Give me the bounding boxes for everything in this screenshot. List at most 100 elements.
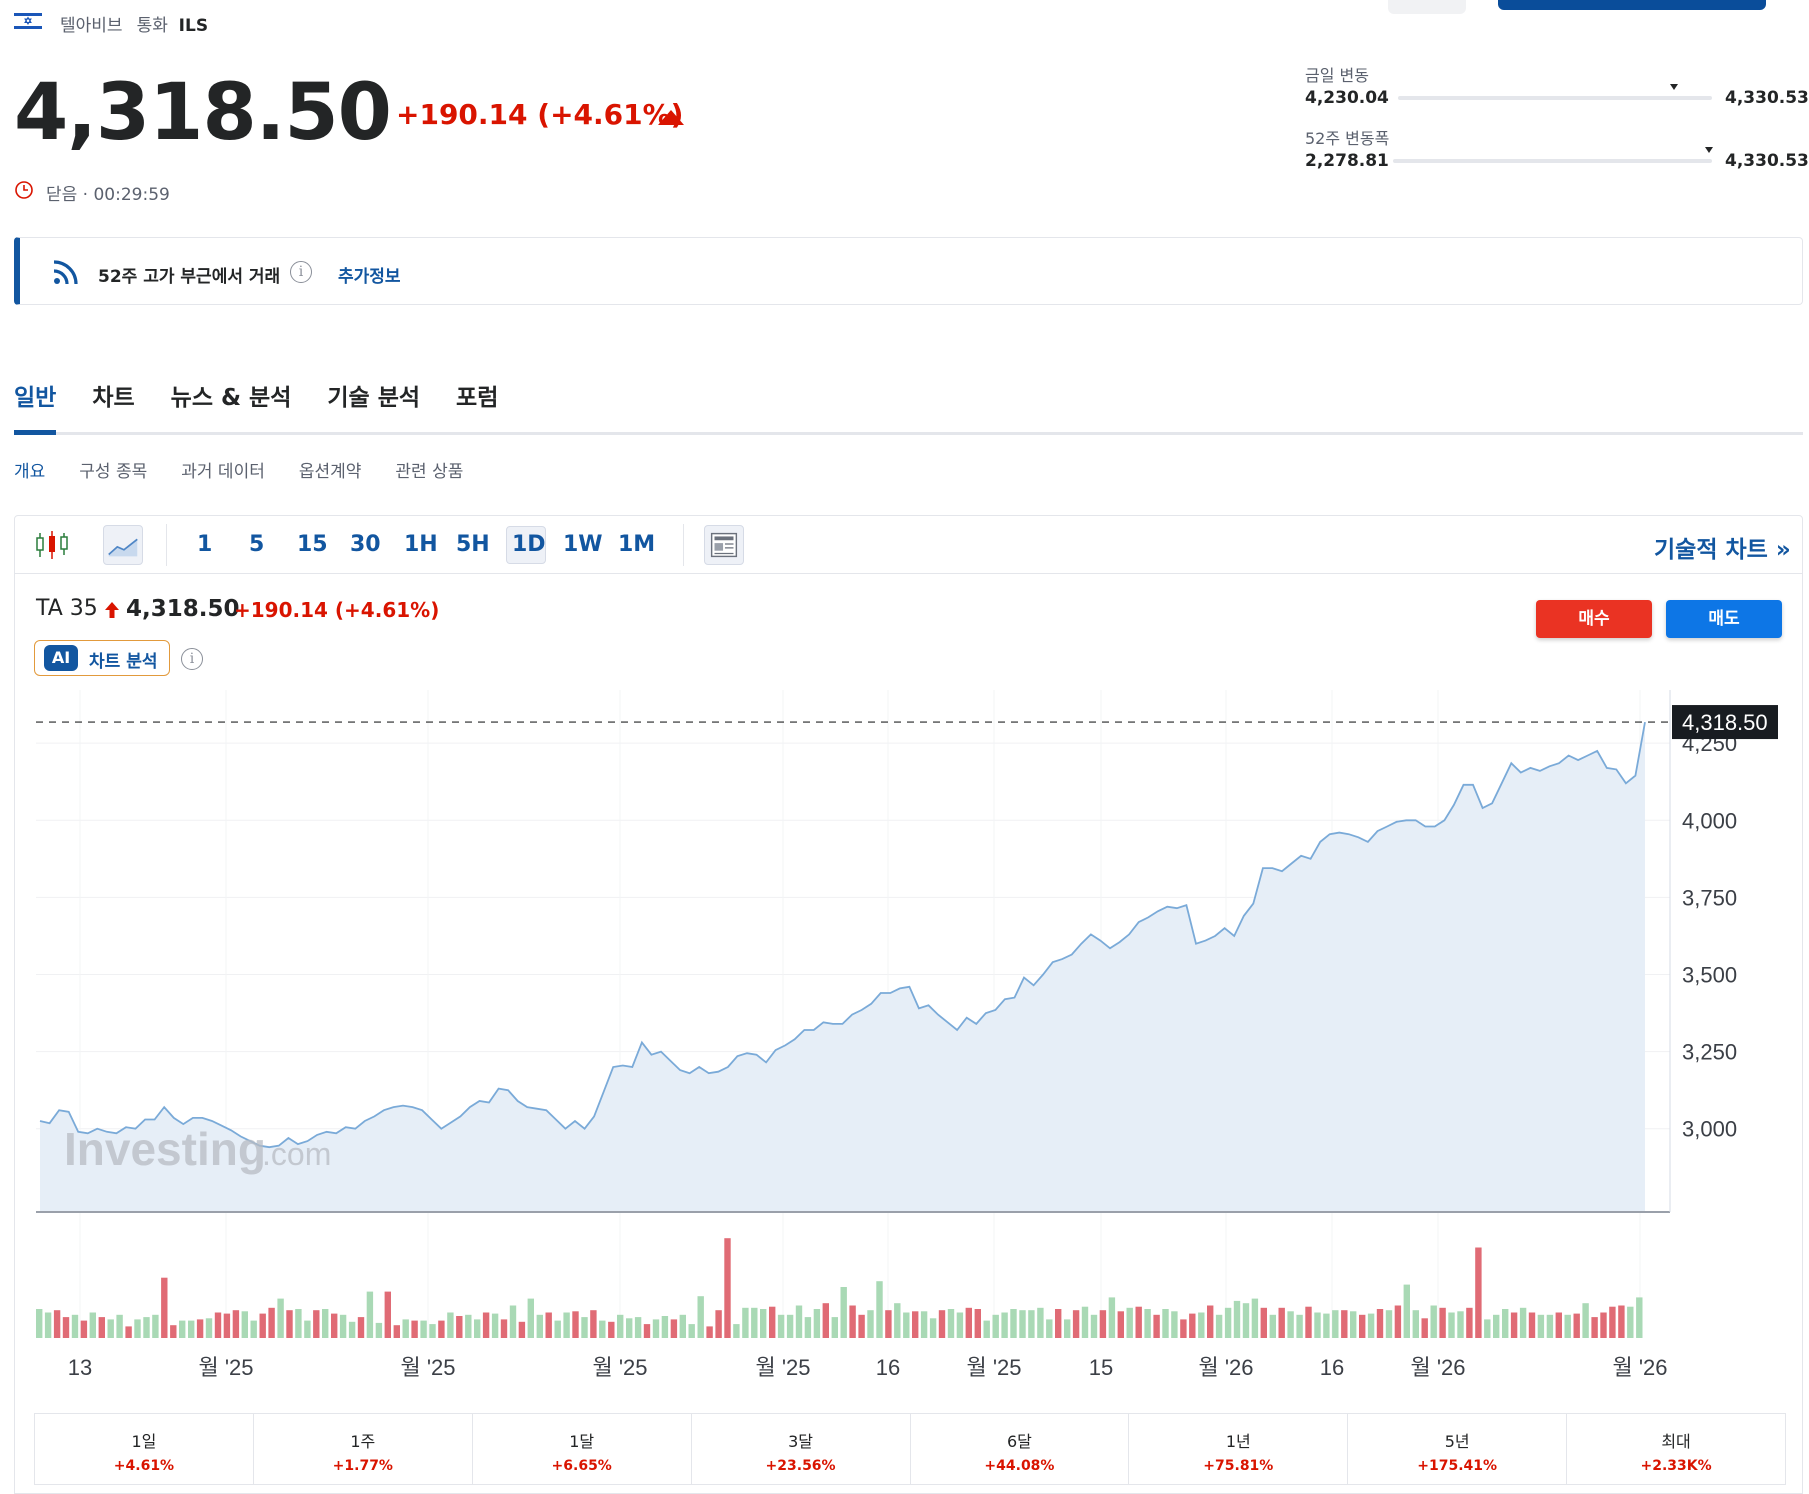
subtab-historical[interactable]: 과거 데이터 (181, 462, 265, 482)
timeframe-30[interactable]: 30 (350, 532, 381, 557)
candlestick-icon[interactable] (32, 525, 72, 565)
exchange-meta: 텔아비브 통화 ILS (60, 11, 208, 36)
volume-bar (1242, 1303, 1250, 1338)
perf-value: +23.56% (765, 1458, 836, 1474)
volume-bar (277, 1298, 284, 1338)
volume-bar (205, 1318, 213, 1338)
tab-forum[interactable]: 포럼 (456, 385, 499, 411)
volume-bar (563, 1312, 570, 1338)
volume-bar (375, 1322, 383, 1338)
volume-bar (1010, 1309, 1017, 1338)
volume-bar (1555, 1312, 1562, 1338)
subtab-components[interactable]: 구성 종목 (79, 462, 148, 482)
subtab-overview[interactable]: 개요 (14, 462, 46, 482)
timeframe-1m[interactable]: 1M (618, 532, 656, 557)
tab-general[interactable]: 일반 (14, 385, 57, 411)
volume-bar (1430, 1305, 1437, 1338)
timeframe-1[interactable]: 1 (197, 532, 213, 557)
volume-bar (1296, 1314, 1303, 1338)
ai-chart-analysis-button[interactable] (34, 640, 170, 676)
perf-cell[interactable]: 최대 +2.33K% (1567, 1414, 1785, 1484)
day-range-marker (1670, 84, 1679, 90)
volume-bar (44, 1312, 52, 1338)
tab-technical[interactable]: 기술 분석 (327, 385, 421, 411)
ai-info-icon[interactable]: i (181, 648, 203, 670)
price-area-fill (40, 722, 1645, 1212)
volume-bar (161, 1277, 168, 1338)
perf-cell[interactable]: 1달 +6.65% (473, 1414, 692, 1484)
legend-symbol: TA 35 (36, 596, 98, 621)
volume-bar (313, 1310, 320, 1338)
sell-button[interactable]: 매도 (1666, 600, 1782, 638)
x-tick-label: 월 '25 (966, 1355, 1021, 1380)
perf-cell[interactable]: 3달 +23.56% (692, 1414, 911, 1484)
perf-cell[interactable]: 6달 +44.08% (911, 1414, 1130, 1484)
volume-bar (1519, 1307, 1527, 1338)
volume-bar (1394, 1305, 1402, 1338)
volume-bar (885, 1310, 892, 1338)
volume-bar (152, 1314, 159, 1338)
area-chart-icon[interactable] (103, 525, 143, 565)
buy-button[interactable]: 매수 (1536, 600, 1652, 638)
volume-bar (974, 1309, 981, 1338)
volume-bar (1269, 1314, 1276, 1338)
volume-bar (71, 1314, 79, 1338)
y-tick-label: 3,750 (1682, 885, 1737, 910)
news-layout-icon[interactable] (704, 525, 744, 565)
volume-bar (491, 1313, 499, 1338)
volume-bar (116, 1314, 123, 1338)
volume-bar (1591, 1317, 1598, 1338)
perf-cell[interactable]: 5년 +175.41% (1348, 1414, 1568, 1484)
perf-value: +4.61% (113, 1458, 175, 1474)
top-secondary-button[interactable] (1388, 0, 1466, 14)
timeframe-5[interactable]: 5 (249, 532, 265, 557)
volume-bar (232, 1310, 240, 1338)
volume-bar (1144, 1309, 1151, 1338)
technical-chart-link[interactable]: 기술적 차트 » (1654, 537, 1791, 563)
tab-news[interactable]: 뉴스 & 분석 (170, 385, 292, 411)
volume-bar (1439, 1307, 1446, 1338)
perf-value: +2.33K% (1640, 1458, 1712, 1474)
volume-bar (670, 1319, 678, 1338)
volume-bar (1099, 1310, 1107, 1338)
last-price-tag: 4,318.50 (1682, 710, 1768, 735)
timeframe-1h[interactable]: 1H (404, 532, 438, 557)
volume-bar (983, 1320, 990, 1338)
subtab-related[interactable]: 관련 상품 (395, 462, 464, 482)
legend-change-abs: +190.14 (234, 598, 328, 622)
volume-bar (1019, 1310, 1026, 1338)
volume-bar (223, 1313, 231, 1338)
volume-bar (322, 1309, 329, 1338)
alert-info-icon[interactable]: i (290, 261, 312, 283)
perf-cell[interactable]: 1주 +1.77% (254, 1414, 473, 1484)
perf-cell[interactable]: 1일 +4.61% (35, 1414, 254, 1484)
top-primary-button[interactable] (1498, 0, 1766, 10)
subtab-options[interactable]: 옵션계약 (298, 462, 362, 482)
volume-bar (1189, 1313, 1196, 1338)
volume-bar (500, 1319, 508, 1338)
volume-bar (1233, 1300, 1241, 1338)
volume-bar (1323, 1313, 1330, 1338)
timeframe-1w[interactable]: 1W (563, 532, 603, 557)
volume-bar (1251, 1298, 1259, 1338)
main-tabs: 일반 차트 뉴스 & 분석 기술 분석 포럼 (14, 378, 498, 412)
timeframe-5h[interactable]: 5H (456, 532, 490, 557)
day-range-high: 4,330.53 (1725, 88, 1809, 108)
volume-bar (402, 1319, 409, 1338)
volume-bar (1171, 1311, 1178, 1338)
alert-more-link[interactable]: 추가정보 (338, 267, 401, 287)
x-tick-label: 월 '25 (198, 1355, 253, 1380)
volume-bar (1636, 1297, 1643, 1338)
volume-bar (1028, 1310, 1035, 1338)
volume-bar (554, 1320, 561, 1338)
toolbar-separator (166, 524, 167, 566)
legend-change-pct: (+4.61%) (334, 598, 440, 622)
timeframe-15[interactable]: 15 (297, 532, 328, 557)
volume-bar (1448, 1312, 1455, 1338)
volume-bar (331, 1313, 338, 1338)
volume-bar (366, 1291, 374, 1338)
timeframe-1d[interactable]: 1D (512, 532, 546, 557)
tab-chart[interactable]: 차트 (92, 385, 135, 411)
perf-cell[interactable]: 1년 +75.81% (1129, 1414, 1349, 1484)
